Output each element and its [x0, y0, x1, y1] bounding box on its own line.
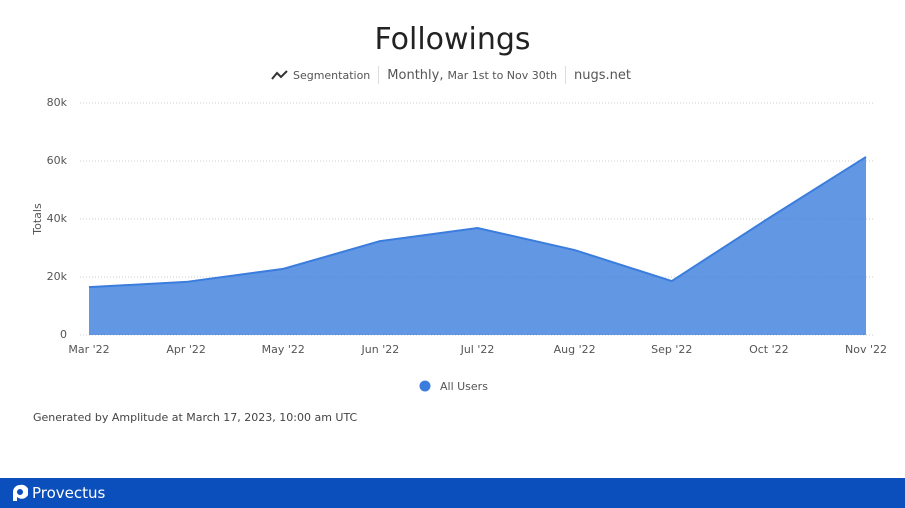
- x-tick-label: Nov '22: [845, 343, 887, 356]
- y-tick-label: 80k: [47, 96, 68, 109]
- chart-title: Followings: [374, 22, 531, 57]
- project: nugs.net: [574, 67, 632, 83]
- y-tick-label: 40k: [47, 212, 68, 225]
- legend-label: All Users: [440, 380, 488, 393]
- date-range: Mar 1st to Nov 30th: [447, 68, 558, 82]
- x-tick-label: Sep '22: [651, 343, 692, 356]
- y-tick-label: 0: [60, 328, 67, 341]
- legend-marker: [419, 380, 431, 392]
- area-fill: [89, 156, 866, 335]
- brand-bar: Provectus: [0, 478, 905, 508]
- x-tick-label: Apr '22: [166, 343, 206, 356]
- x-tick-label: Jul '22: [460, 343, 495, 356]
- y-tick-label: 20k: [47, 270, 68, 283]
- footer: Generated by Amplitude at March 17, 2023…: [33, 411, 358, 424]
- x-tick-label: Aug '22: [554, 343, 596, 356]
- x-tick-label: Oct '22: [749, 343, 789, 356]
- area-line: [88, 156, 867, 289]
- chart: Totals 0 20k 40k 60k 80k Mar '22 Apr '22 May '2…: [31, 96, 887, 393]
- y-tick-label: 60k: [47, 154, 68, 167]
- x-tick-label: Mar '22: [68, 343, 109, 356]
- segmentation-icon: [271, 70, 288, 80]
- interval: Monthly,: [387, 67, 444, 83]
- subtitle: Segmentation Monthly, Mar 1st to Nov 30t…: [0, 66, 905, 84]
- brand-logo: [13, 484, 28, 501]
- x-tick-label: Jun '22: [361, 343, 400, 356]
- segmentation: Segmentation: [292, 68, 371, 82]
- x-tick-label: May '22: [262, 343, 305, 356]
- y-axis-label: Totals: [31, 203, 44, 236]
- brand: Provectus: [32, 484, 106, 502]
